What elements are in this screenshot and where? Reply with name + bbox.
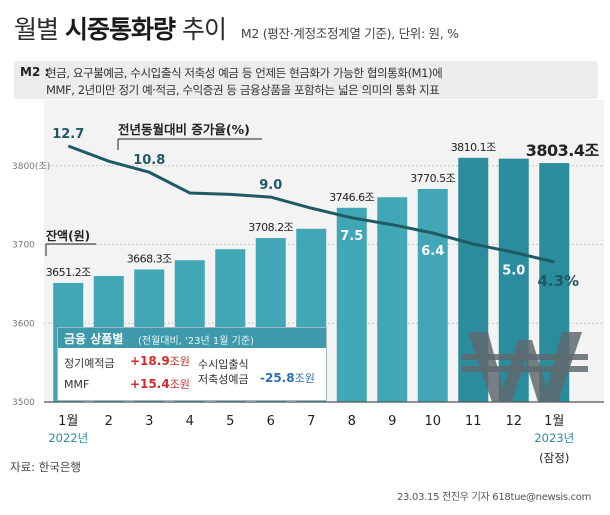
bar bbox=[377, 197, 408, 402]
product-label-deposits: 정기예적금 bbox=[64, 357, 115, 370]
year-label: 2022년 bbox=[48, 431, 88, 445]
product-value-demand: -25.8조원 bbox=[260, 371, 315, 385]
bar bbox=[417, 188, 448, 402]
product-label-mmf: MMF bbox=[64, 378, 90, 391]
won-symbol-bar bbox=[462, 366, 588, 372]
bar-value-label: 3708.2조 bbox=[248, 221, 293, 234]
bar-value-label: 3746.6조 bbox=[329, 191, 374, 204]
title-left: 월별 bbox=[14, 15, 59, 44]
won-symbol-icon bbox=[468, 332, 582, 402]
rate-value-label: 6.4 bbox=[421, 244, 444, 259]
rate-series-label: 전년동월대비 증가율(%) bbox=[118, 122, 250, 137]
x-tick-label: 10 bbox=[424, 414, 441, 429]
rate-value-label: 10.8 bbox=[133, 153, 165, 168]
x-tick-label: 12 bbox=[505, 414, 522, 429]
title-right: 추이 bbox=[181, 15, 227, 44]
product-label-demand: 수시입출식 저축성예금 bbox=[198, 358, 249, 386]
x-tick-label: 8 bbox=[348, 414, 356, 429]
y-tick-label: 3600 bbox=[12, 319, 35, 329]
product-value-deposits: +18.9조원 bbox=[130, 354, 190, 368]
won-symbol-bar bbox=[462, 354, 588, 360]
product-breakdown-title: 금융 상품별 bbox=[64, 332, 124, 346]
x-tick-label: 11 bbox=[465, 414, 482, 429]
rate-value-label: 12.7 bbox=[52, 127, 84, 142]
x-tick-label: 5 bbox=[226, 414, 234, 429]
rate-series-line bbox=[67, 144, 555, 264]
bar-value-label: 3668.3조 bbox=[127, 252, 172, 265]
definition-line-1: 현금, 요구불예금, 수시입출식 저축성 예금 등 언제든 현금화가 가능한 협… bbox=[46, 66, 443, 80]
x-tick-label: 2 bbox=[105, 414, 113, 429]
bar bbox=[336, 207, 367, 402]
product-breakdown-header: 금융 상품별 (전월대비, '23년 1월 기준) bbox=[58, 328, 326, 348]
bar-series-label: 잔액(원) bbox=[46, 228, 90, 243]
product-breakdown-note: (전월대비, '23년 1월 기준) bbox=[138, 336, 254, 347]
x-tick-label: 3 bbox=[145, 414, 153, 429]
definition-tag: M2 : bbox=[20, 65, 50, 79]
rate-value-label: 9.0 bbox=[259, 178, 282, 193]
year-label: 2023년 bbox=[534, 431, 574, 445]
bar-value-label: 3803.4조 bbox=[526, 141, 600, 160]
y-tick-label: 3500 bbox=[12, 398, 35, 408]
rate-value-label: 5.0 bbox=[502, 263, 525, 278]
rate-value-label: 7.5 bbox=[340, 229, 363, 244]
y-tick-label: 3700 bbox=[12, 241, 35, 251]
definition-box: M2 : 현금, 요구불예금, 수시입출식 저축성 예금 등 언제든 현금화가 … bbox=[14, 61, 598, 99]
bar-value-label: 3770.5조 bbox=[410, 172, 455, 185]
y-tick-label: 3800(조) bbox=[12, 162, 50, 172]
x-tick-label: 6 bbox=[267, 414, 275, 429]
product-breakdown-box: 금융 상품별 (전월대비, '23년 1월 기준) 정기예적금 +18.9조원 … bbox=[57, 327, 327, 401]
x-tick-label: 1월 bbox=[544, 414, 564, 429]
source-note: 자료: 한국은행 bbox=[10, 460, 82, 474]
definition-line-2: MMF, 2년미만 정기 예·적금, 수익증권 등 금융상품을 포함하는 넓은 … bbox=[46, 83, 440, 97]
bar-value-label: 3810.1조 bbox=[451, 141, 496, 154]
x-tick-label: 9 bbox=[388, 414, 396, 429]
title-subtitle: M2 (평잔·계정조정계열 기준), 단위: 원, % bbox=[240, 26, 459, 41]
rate-value-label: 4.3% bbox=[537, 272, 579, 290]
x-tick-label: 1월 bbox=[58, 414, 78, 429]
title-bold: 시중통화량 bbox=[64, 15, 176, 44]
x-tick-label: 7 bbox=[307, 414, 315, 429]
provisional-note: (잠정) bbox=[539, 451, 569, 465]
credit-note: 23.03.15 전진우 기자 618tue@newsis.com bbox=[397, 492, 592, 503]
page-title: 월별 시중통화량 추이 M2 (평잔·계정조정계열 기준), 단위: 원, % bbox=[14, 10, 459, 46]
product-value-mmf: +15.4조원 bbox=[130, 377, 190, 391]
bar-value-label: 3651.2조 bbox=[46, 266, 91, 279]
x-tick-label: 4 bbox=[186, 414, 194, 429]
